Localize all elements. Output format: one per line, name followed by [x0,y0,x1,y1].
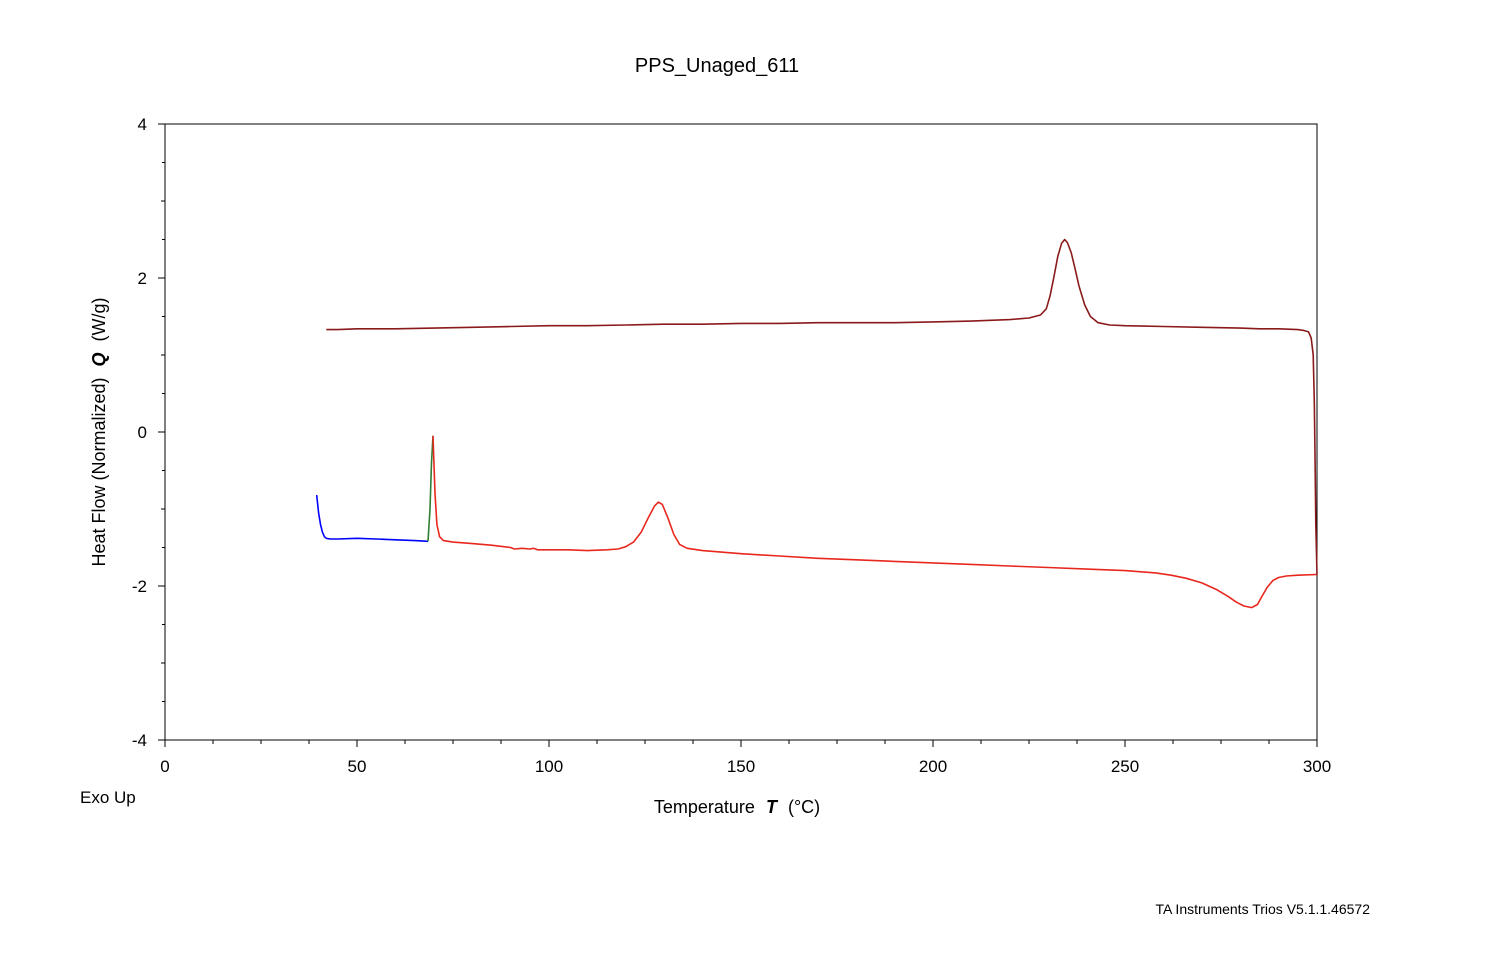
x-axis-label: Temperature T (°C) [654,797,820,817]
series-line [427,435,434,542]
software-credit: TA Instruments Trios V5.1.1.46572 [1155,901,1370,917]
y-tick-label: -2 [132,577,147,596]
series-line [315,495,429,543]
y-tick-label: 4 [138,115,147,134]
x-tick-label: 100 [535,757,563,776]
exo-up-annotation: Exo Up [80,788,136,807]
x-tick-label: 200 [919,757,947,776]
x-axis-unit: (°C) [788,797,820,817]
y-tick-label: 2 [138,269,147,288]
chart-title: PPS_Unaged_611 [635,55,799,77]
x-tick-label: 300 [1303,757,1331,776]
y-axis: -4 -2 0 2 4 [132,115,165,750]
x-tick-label: 50 [348,757,367,776]
series-group [315,238,1318,609]
y-axis-symbol: Q [89,352,109,366]
series-line [432,435,1318,609]
x-axis-symbol: T [766,797,779,817]
y-axis-unit: (W/g) [89,297,109,341]
series-line [326,238,1318,575]
y-axis-label-text: Heat Flow (Normalized) [89,378,109,567]
x-axis: 0 50 100 150 200 250 300 [160,740,1331,776]
x-axis-label-text: Temperature [654,797,755,817]
x-tick-label: 250 [1111,757,1139,776]
y-axis-label: Heat Flow (Normalized) Q (W/g) [89,297,109,566]
y-tick-label: 0 [138,423,147,442]
y-tick-label: -4 [132,731,147,750]
plot-frame [164,123,1318,741]
x-tick-label: 0 [160,757,169,776]
x-tick-label: 150 [727,757,755,776]
